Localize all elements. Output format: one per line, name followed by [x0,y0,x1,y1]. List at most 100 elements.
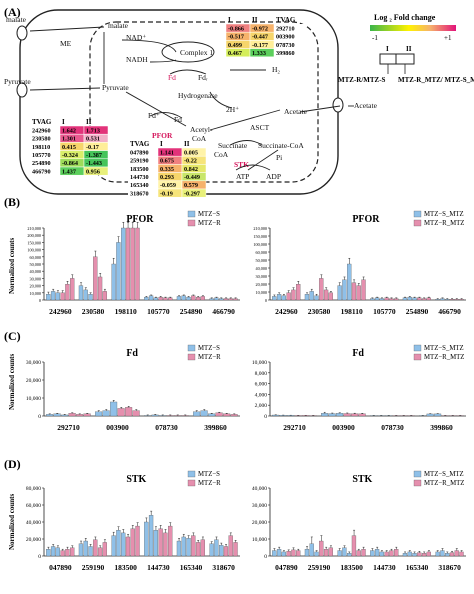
table-header: I [160,140,163,148]
bar [95,411,103,417]
bar [78,285,84,301]
y-tick-label: 4,000 [255,392,268,398]
bar [200,296,205,301]
fold-change-value: 1.301 [62,136,76,143]
bar [110,401,118,417]
bar [321,413,329,417]
bar [314,551,319,557]
panel-label-b: (B) [4,195,20,209]
fold-change-value: 0.293 [160,174,174,181]
fold-change-value: -0.447 [252,34,268,41]
bar [314,295,319,301]
stk-chart-untreated: STK Normalized counts 0 20,000 40,000 60,000 8… [8,470,240,572]
fold-change-value: -0.972 [252,25,268,32]
bar [200,539,205,557]
bar [144,521,149,557]
y-tick-label: 0 [264,554,267,560]
fold-change-value: 1.713 [86,127,100,134]
legend-entry: MTZ−S_MTZ [424,471,464,478]
table-cell [181,188,207,198]
tvag-id: 399860 [276,50,295,57]
bar [125,227,131,301]
bar [276,294,282,301]
bar [102,291,107,301]
tvag-id: 466790 [32,168,51,175]
bar [426,551,431,557]
bar [336,413,344,417]
group-label: 003900 [106,423,129,432]
pfor-label: PFOR [152,131,173,140]
h2-label: H₂ [272,65,280,74]
group-label: 230580 [308,307,331,316]
fold-change-value: 1.141 [160,149,174,156]
fold-change-value: 0.005 [184,149,198,156]
bar [144,296,149,301]
bar [209,298,214,301]
fold-change-value: 1.642 [62,127,76,134]
tvag-id: 047890 [130,149,149,156]
y-tick-label: 150,000 [253,234,267,240]
group-label: 003900 [332,423,355,432]
y-tick-label: 30,000 [255,274,267,280]
group-label: 292710 [57,423,80,432]
bar [459,551,464,557]
legend-swatch [187,479,196,487]
bar [426,297,431,301]
bar [356,285,361,301]
table-cell [128,148,158,157]
table-cell [128,189,158,198]
two-h-label: 2H⁺ [226,105,239,114]
y-axis-label: Normalized counts [8,238,16,294]
malate-in-label: malate [108,21,129,30]
bar [191,535,196,557]
y-tick-label: 40,000 [255,266,267,272]
bar [60,292,65,301]
y-tick-label: 50,000 [29,262,41,268]
y-tick-label: 60,000 [29,255,41,261]
bar [158,296,163,301]
bar [228,298,233,301]
bar [168,525,173,557]
malate-transporter [16,25,28,41]
bar [117,408,125,417]
y-tick-label: 8,000 [255,371,268,377]
acetate-in-label: Acetate [284,107,308,116]
table-header: TVAG [32,118,52,126]
bar [342,547,347,557]
pfor-chart-mtz: PFOR 0 10,000 20,000 30,000 40,000 50,000 60,00… [253,210,466,316]
bar [449,552,455,557]
pathway-arrows [29,26,354,171]
y-tick-label: 30,000 [252,503,267,509]
bar [233,298,238,301]
bar [337,285,342,301]
acetate-out-label: Acetate [354,101,378,110]
bar [163,532,168,557]
panel-label-d: (D) [4,457,21,471]
table-cell [30,134,60,143]
bar [70,547,75,557]
legend-swatch [413,479,422,487]
bar [193,411,201,417]
bar [351,535,357,557]
fold-change-value: 0.579 [184,182,198,189]
group-label: 165340 [406,563,429,572]
bar [276,549,282,557]
bar [148,515,154,557]
group-label: 198110 [115,307,137,316]
group-label: 078730 [381,423,404,432]
bar [347,263,352,301]
table-cell [128,180,158,189]
bar [55,547,60,557]
group-label: 183500 [340,563,363,572]
bar [304,549,310,557]
bar [181,536,186,557]
fold-change-value: 1.437 [62,168,76,175]
y-tick-label: 50,000 [255,258,267,264]
bar [319,278,324,301]
bar [46,294,51,301]
y-tick-label: 100,000 [253,242,267,248]
chart-title: Fd [352,348,364,359]
y-axis-label: Normalized counts [8,494,16,550]
bar [449,299,455,301]
bar [361,279,366,301]
